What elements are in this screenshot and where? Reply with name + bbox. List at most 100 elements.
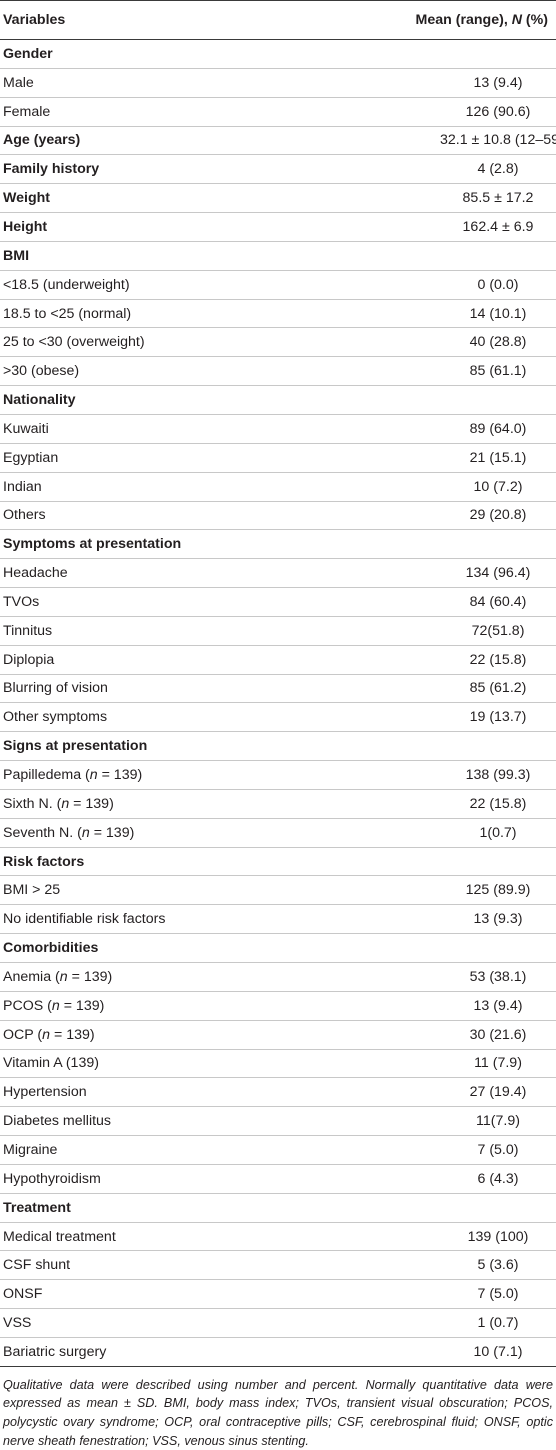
value-cell: [330, 731, 556, 762]
value-cell: 6 (4.3): [330, 1164, 556, 1194]
value-cell: [330, 933, 556, 963]
value-cell: 30 (21.6): [330, 1020, 556, 1050]
variable-cell: Anemia (n = 139): [0, 962, 330, 992]
table-row: Egyptian 21 (15.1): [0, 443, 556, 473]
table-footnote: Qualitative data were described using nu…: [3, 1377, 553, 1448]
variable-cell: Hypertension: [0, 1077, 330, 1108]
variable-cell: 25 to <30 (overweight): [0, 327, 330, 358]
italic-n: n: [42, 1026, 51, 1043]
table-row: 25 to <30 (overweight) 40 (28.8): [0, 327, 556, 358]
value-cell: [330, 529, 556, 560]
table-row: ONSF 7 (5.0): [0, 1279, 556, 1310]
variable-cell: Vitamin A (139): [0, 1049, 330, 1079]
variable-cell: Male: [0, 68, 330, 98]
variable-cell: Diplopia: [0, 645, 330, 675]
value-cell: 29 (20.8): [330, 501, 556, 531]
italic-n: n: [59, 968, 68, 985]
value-cell: 125 (89.9): [330, 875, 556, 906]
value-cell: 13 (9.3): [330, 904, 556, 935]
variable-cell: ONSF: [0, 1279, 330, 1310]
variable-cell: VSS: [0, 1308, 330, 1338]
variable-cell: Signs at presentation: [0, 731, 330, 762]
value-cell: 138 (99.3): [330, 760, 556, 790]
table-row: Hypertension 27 (19.4): [0, 1077, 556, 1108]
value-cell: 4 (2.8): [330, 154, 556, 185]
variable-cell: Height: [0, 212, 330, 242]
variable-cell: Nationality: [0, 385, 330, 415]
table-row: Family history 4 (2.8): [0, 154, 556, 185]
table-row: Age (years) 32.1 ± 10.8 (12–59): [0, 126, 556, 156]
variable-cell: Blurring of vision: [0, 674, 330, 704]
table-row: Kuwaiti 89 (64.0): [0, 414, 556, 444]
value-cell: [330, 385, 556, 415]
variable-cell: Headache: [0, 558, 330, 589]
value-cell: 126 (90.6): [330, 97, 556, 127]
value-cell: 89 (64.0): [330, 414, 556, 444]
table-row: No identifiable risk factors 13 (9.3): [0, 904, 556, 935]
value-cell: 19 (13.7): [330, 702, 556, 733]
value-cell: [330, 39, 556, 69]
table-row: Seventh N. (n = 139) 1(0.7): [0, 818, 556, 848]
table-row: <18.5 (underweight) 0 (0.0): [0, 270, 556, 300]
table-row: BMI > 25 125 (89.9): [0, 875, 556, 906]
table-row: Headache 134 (96.4): [0, 558, 556, 589]
section-header-row: Nationality: [0, 385, 556, 415]
variable-cell: Family history: [0, 154, 330, 185]
value-cell: 85.5 ± 17.2: [330, 183, 556, 214]
variable-cell: OCP (n = 139): [0, 1020, 330, 1050]
table-row: Anemia (n = 139) 53 (38.1): [0, 962, 556, 992]
value-cell: 10 (7.2): [330, 472, 556, 502]
table-row: Tinnitus 72(51.8): [0, 616, 556, 646]
value-cell: 1 (0.7): [330, 1308, 556, 1338]
section-header-row: Treatment: [0, 1193, 556, 1223]
variable-cell: <18.5 (underweight): [0, 270, 330, 300]
value-cell: 21 (15.1): [330, 443, 556, 473]
table-row: TVOs 84 (60.4): [0, 587, 556, 617]
table-row: VSS 1 (0.7): [0, 1308, 556, 1338]
table-row: Others 29 (20.8): [0, 501, 556, 531]
table-row: Diabetes mellitus 11(7.9): [0, 1106, 556, 1137]
value-cell: 13 (9.4): [330, 68, 556, 98]
table-header-row: Variables Mean (range), N (%): [0, 0, 556, 40]
variable-cell: Medical treatment: [0, 1222, 330, 1252]
table-row: Migraine 7 (5.0): [0, 1135, 556, 1165]
section-header-row: Signs at presentation: [0, 731, 556, 762]
variable-cell: CSF shunt: [0, 1250, 330, 1281]
variable-cell: Female: [0, 97, 330, 127]
table-row: Other symptoms 19 (13.7): [0, 702, 556, 733]
table-row: CSF shunt 5 (3.6): [0, 1250, 556, 1281]
table-row: Blurring of vision 85 (61.2): [0, 674, 556, 704]
variable-cell: Papilledema (n = 139): [0, 760, 330, 790]
value-cell: 7 (5.0): [330, 1279, 556, 1310]
value-cell: 11(7.9): [330, 1106, 556, 1137]
variable-cell: Egyptian: [0, 443, 330, 473]
variable-cell: Migraine: [0, 1135, 330, 1165]
variable-cell: Hypothyroidism: [0, 1164, 330, 1194]
value-cell: 7 (5.0): [330, 1135, 556, 1165]
section-header-row: Risk factors: [0, 847, 556, 877]
column-header-mean: Mean (range), N (%): [330, 0, 556, 40]
value-cell: 11 (7.9): [330, 1049, 556, 1079]
table-row: Diplopia 22 (15.8): [0, 645, 556, 675]
value-cell: 1(0.7): [330, 818, 556, 848]
section-header-row: BMI: [0, 241, 556, 271]
column-header-mean-suffix: (%): [521, 12, 548, 28]
table-row: 18.5 to <25 (normal) 14 (10.1): [0, 299, 556, 329]
variable-cell: Indian: [0, 472, 330, 502]
variable-cell: TVOs: [0, 587, 330, 617]
table-row: Vitamin A (139) 11 (7.9): [0, 1049, 556, 1079]
value-cell: [330, 1193, 556, 1223]
variable-cell: Weight: [0, 183, 330, 214]
value-cell: 10 (7.1): [330, 1337, 556, 1367]
section-header-row: Comorbidities: [0, 933, 556, 963]
variable-cell: BMI > 25: [0, 875, 330, 906]
variable-cell: BMI: [0, 241, 330, 271]
variable-cell: Risk factors: [0, 847, 330, 877]
table-row: OCP (n = 139) 30 (21.6): [0, 1020, 556, 1050]
value-cell: 162.4 ± 6.9: [330, 212, 556, 242]
value-cell: [330, 847, 556, 877]
italic-n: n: [61, 795, 70, 812]
variable-cell: Treatment: [0, 1193, 330, 1223]
variable-cell: Bariatric surgery: [0, 1337, 330, 1367]
